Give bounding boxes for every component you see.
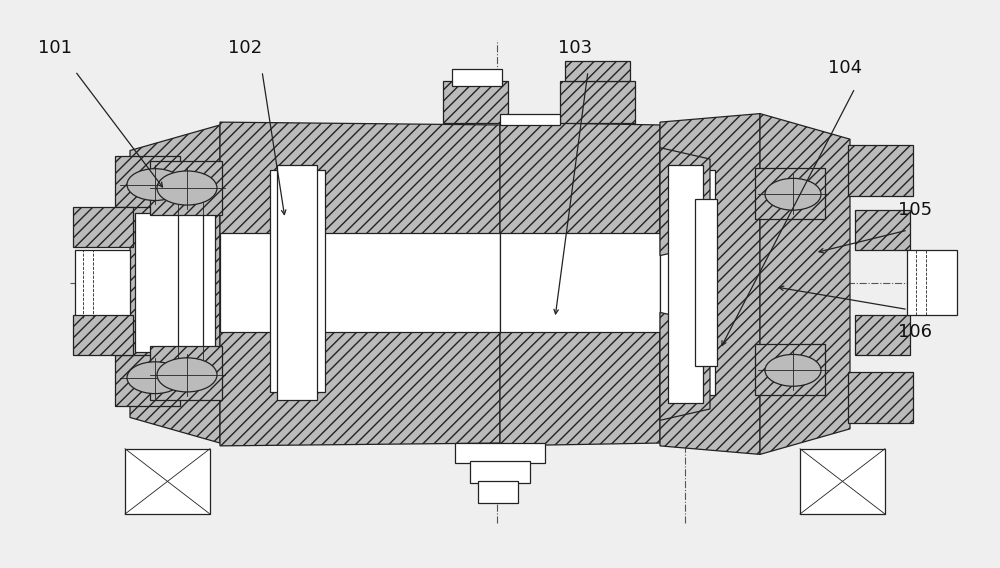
Bar — [150, 161, 222, 215]
Bar — [470, 461, 530, 483]
Text: 104: 104 — [828, 59, 862, 77]
Bar — [277, 165, 317, 400]
Bar — [125, 449, 210, 514]
Text: 103: 103 — [558, 39, 592, 57]
Circle shape — [157, 171, 217, 205]
Polygon shape — [660, 114, 760, 454]
Bar — [443, 81, 508, 123]
Circle shape — [157, 358, 217, 392]
Polygon shape — [760, 114, 850, 454]
Bar — [855, 210, 910, 250]
Bar — [800, 449, 885, 514]
Bar — [695, 199, 717, 366]
Polygon shape — [660, 312, 710, 420]
Bar — [115, 156, 180, 207]
Bar — [135, 213, 215, 352]
Bar — [560, 81, 635, 123]
Bar — [75, 250, 130, 318]
Polygon shape — [220, 122, 500, 446]
Bar — [270, 170, 325, 392]
Text: 105: 105 — [898, 201, 932, 219]
Circle shape — [127, 362, 183, 394]
Text: 106: 106 — [898, 323, 932, 341]
Bar — [855, 315, 910, 355]
Bar — [660, 170, 715, 395]
Circle shape — [765, 354, 821, 386]
Bar — [455, 443, 545, 463]
Bar — [500, 114, 560, 125]
Text: 102: 102 — [228, 39, 262, 57]
Bar — [478, 481, 518, 503]
Bar — [150, 346, 222, 400]
Bar — [73, 315, 133, 355]
Circle shape — [765, 178, 821, 210]
Bar — [178, 199, 203, 366]
Circle shape — [127, 169, 183, 201]
Bar — [848, 372, 913, 423]
Bar — [452, 69, 502, 86]
Bar — [668, 165, 703, 403]
Polygon shape — [660, 148, 710, 256]
Polygon shape — [130, 125, 220, 443]
Bar — [755, 344, 825, 395]
Bar — [755, 168, 825, 219]
Polygon shape — [500, 122, 660, 446]
Text: 101: 101 — [38, 39, 72, 57]
Bar — [220, 233, 500, 332]
Bar — [565, 61, 630, 81]
Bar — [500, 233, 660, 332]
Bar — [848, 145, 913, 196]
Bar — [907, 250, 957, 315]
Bar — [115, 355, 180, 406]
Bar — [73, 207, 133, 247]
